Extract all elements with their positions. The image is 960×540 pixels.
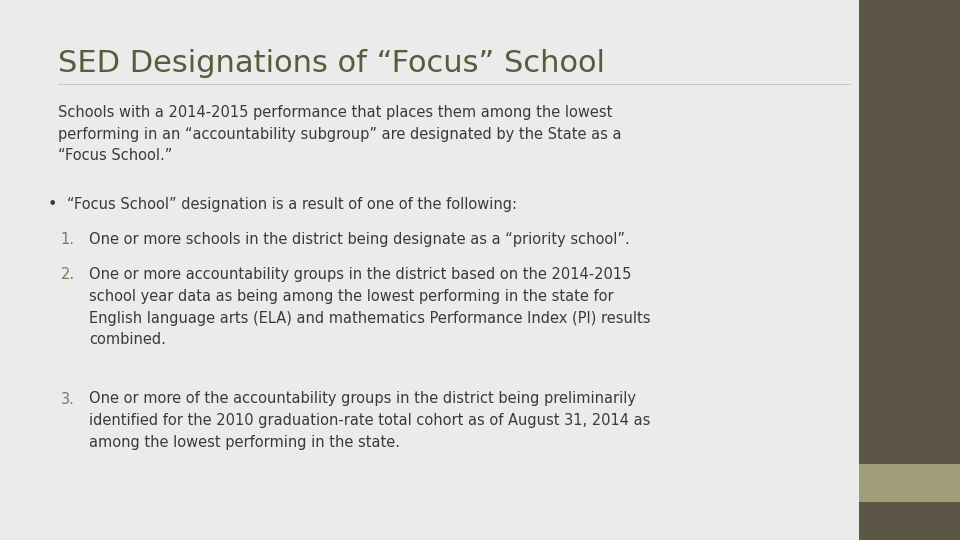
Text: 2.: 2. — [60, 267, 75, 282]
Text: 3.: 3. — [60, 392, 74, 407]
Bar — [859, 502, 960, 540]
Text: One or more of the accountability groups in the district being preliminarily
ide: One or more of the accountability groups… — [89, 392, 651, 450]
Text: 1.: 1. — [60, 232, 75, 247]
Text: One or more accountability groups in the district based on the 2014-2015
school : One or more accountability groups in the… — [89, 267, 651, 347]
Bar — [859, 464, 960, 502]
Text: •: • — [48, 197, 58, 212]
Bar — [859, 0, 960, 464]
Text: One or more schools in the district being designate as a “priority school”.: One or more schools in the district bein… — [89, 232, 630, 247]
Text: “Focus School” designation is a result of one of the following:: “Focus School” designation is a result o… — [67, 197, 517, 212]
Text: SED Designations of “Focus” School: SED Designations of “Focus” School — [58, 49, 605, 78]
Text: Schools with a 2014-2015 performance that places them among the lowest
performin: Schools with a 2014-2015 performance tha… — [58, 105, 621, 164]
